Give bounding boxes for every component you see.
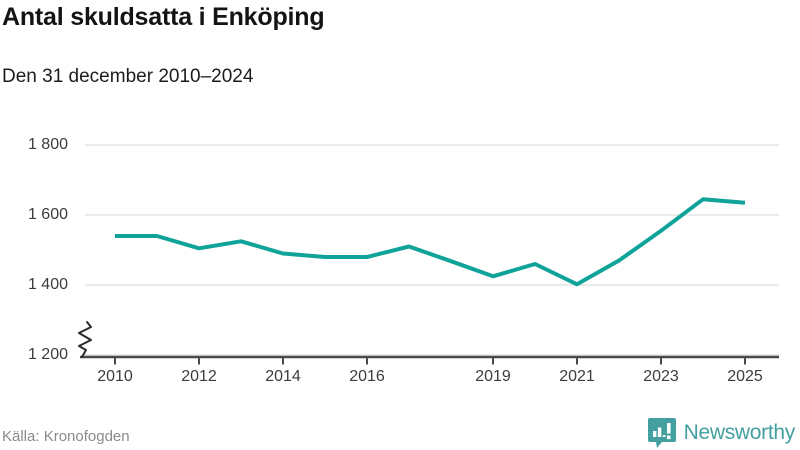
axis-break-icon <box>78 321 92 358</box>
newsworthy-logo[interactable]: Newsworthy <box>647 417 796 449</box>
y-axis-tick-label: 1 400 <box>27 276 68 293</box>
x-axis-tick-label: 2016 <box>349 368 385 385</box>
data-line-series <box>115 197 746 287</box>
x-axis-tick-label: 2021 <box>559 368 595 385</box>
gridlines <box>85 144 779 356</box>
source-caption: Källa: Kronofogden <box>2 428 130 445</box>
x-axis-tick-label: 2014 <box>265 368 301 385</box>
y-axis-tick-label: 1 800 <box>27 136 68 153</box>
newsworthy-logo-text: Newsworthy <box>683 421 796 444</box>
newsworthy-logo-icon <box>647 417 676 448</box>
x-axis-tick-label: 2025 <box>727 368 763 385</box>
x-axis-ticks <box>114 357 746 365</box>
x-axis-tick-label: 2023 <box>643 368 679 385</box>
x-axis-tick-label: 2019 <box>475 368 511 385</box>
x-axis-tick-label: 2012 <box>181 368 217 385</box>
y-axis-tick-label: 1 600 <box>27 206 68 223</box>
x-axis-tick-label: 2010 <box>97 368 133 385</box>
chart-subtitle: Den 31 december 2010–2024 <box>2 66 254 87</box>
page-title: Antal skuldsatta i Enköping <box>2 3 325 31</box>
y-axis-tick-label: 1 200 <box>27 346 68 363</box>
